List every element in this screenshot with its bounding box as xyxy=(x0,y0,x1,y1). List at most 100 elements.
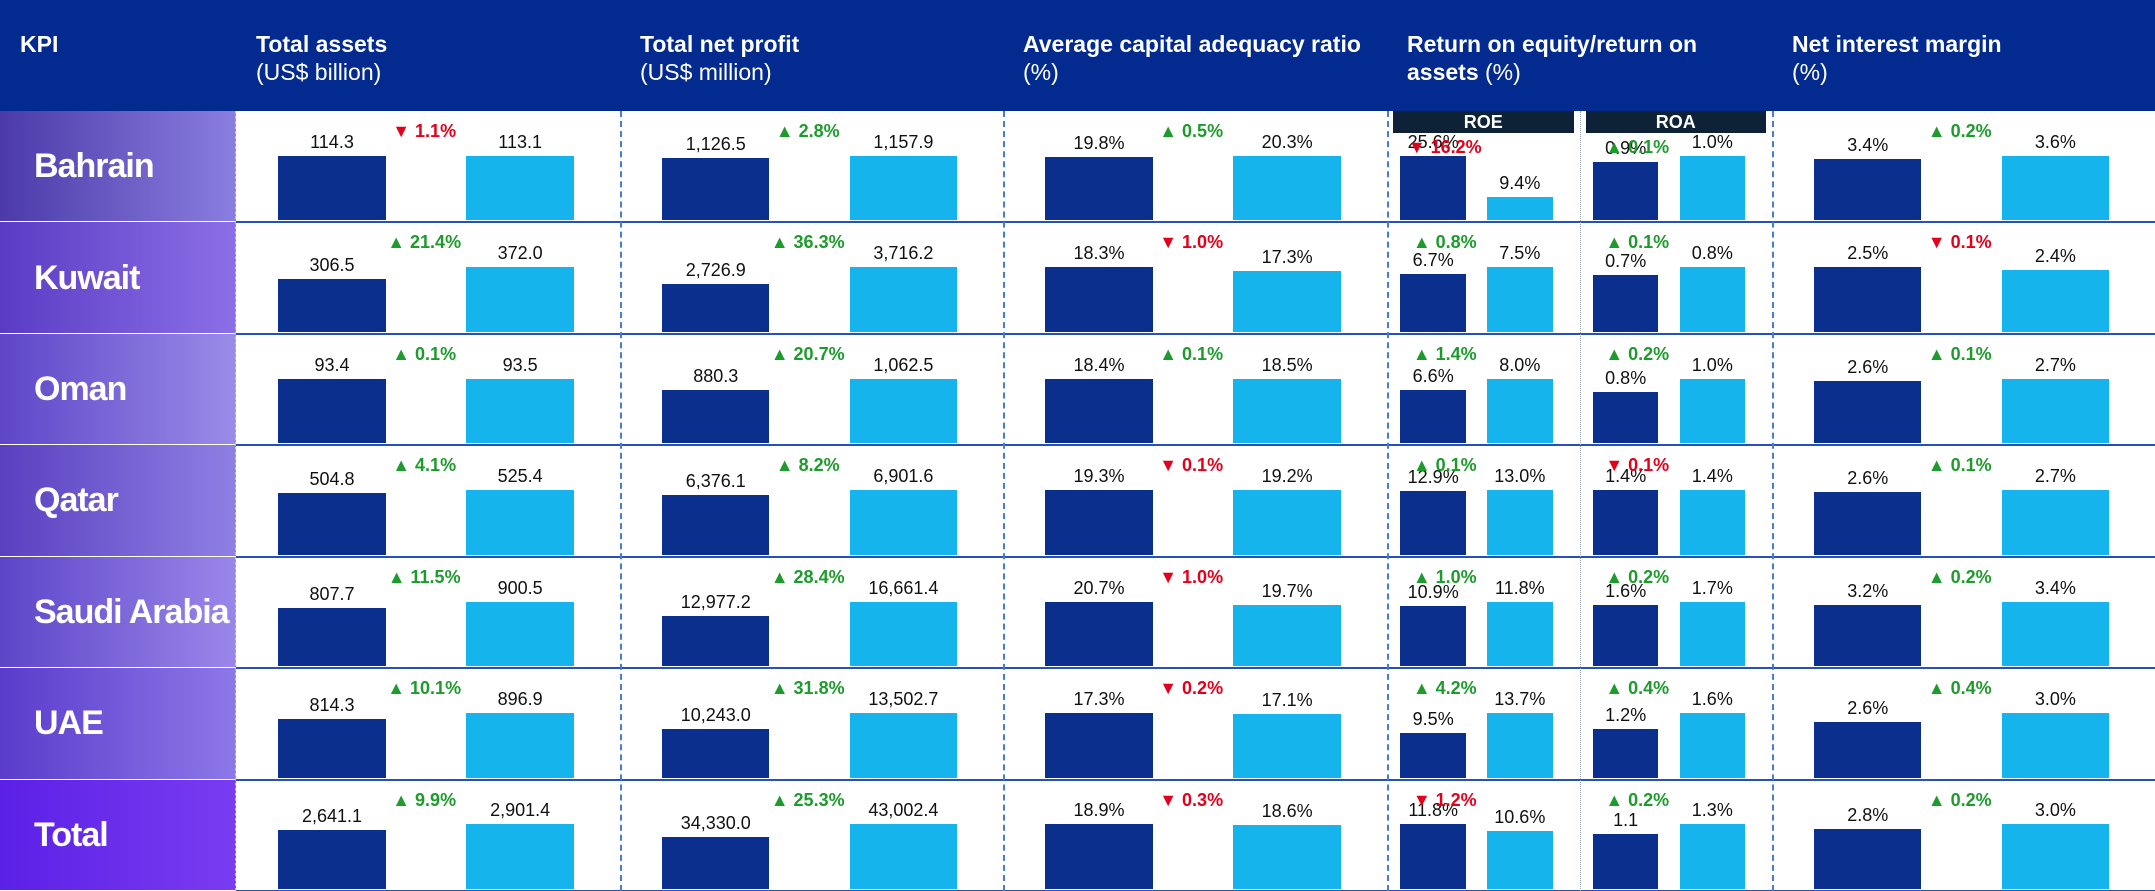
bar xyxy=(850,156,957,221)
column-title: Total assets xyxy=(256,31,387,57)
change-text: 0.1% xyxy=(415,344,456,364)
change-text: 0.3% xyxy=(1182,790,1223,810)
bar xyxy=(1487,713,1552,778)
change-label: ▲ 0.1% xyxy=(1387,455,1503,476)
change-text: 0.2% xyxy=(1628,344,1669,364)
change-arrow: ▼ xyxy=(1159,567,1182,587)
change-label: ▲ 0.2% xyxy=(1580,567,1696,588)
change-label: ▼ 0.3% xyxy=(1141,790,1241,811)
change-label: ▲ 0.4% xyxy=(1910,678,2010,699)
bar xyxy=(278,493,386,555)
row-separator xyxy=(236,444,2155,446)
bar xyxy=(662,284,769,331)
bar xyxy=(850,602,957,667)
bar xyxy=(1487,267,1552,332)
bar xyxy=(662,616,769,666)
bar xyxy=(1400,606,1465,666)
bar xyxy=(850,824,957,889)
bar xyxy=(1814,722,1921,778)
bar xyxy=(2002,490,2109,555)
column-title: Return on equity/return on assets xyxy=(1407,31,1697,85)
bar xyxy=(1593,834,1658,889)
change-text: 36.3% xyxy=(794,232,845,252)
change-text: 0.2% xyxy=(1951,567,1992,587)
change-arrow: ▲ xyxy=(392,790,415,810)
bar xyxy=(1593,729,1658,777)
change-text: 0.2% xyxy=(1182,678,1223,698)
change-arrow: ▼ xyxy=(1408,137,1431,157)
change-arrow: ▲ xyxy=(776,121,799,141)
bar xyxy=(1045,379,1153,443)
bar xyxy=(1814,605,1921,666)
change-arrow: ▼ xyxy=(392,121,415,141)
value-label: 2,726.9 xyxy=(642,260,789,281)
bar xyxy=(1045,602,1153,667)
change-label: ▲ 2.8% xyxy=(758,121,858,142)
row-label: Oman xyxy=(0,334,236,444)
bar xyxy=(2002,156,2109,221)
change-label: ▼ 0.1% xyxy=(1580,455,1696,476)
bar xyxy=(1487,602,1552,667)
change-label: ▲ 0.1% xyxy=(1141,344,1241,365)
change-label: ▼ 0.1% xyxy=(1141,455,1241,476)
header-cell: Net interest margin (%) xyxy=(1772,0,2155,111)
value-label: 2.6% xyxy=(1794,698,1941,719)
bar xyxy=(1045,713,1153,778)
change-label: ▲ 0.2% xyxy=(1580,790,1696,811)
change-text: 0.2% xyxy=(1628,790,1669,810)
change-label: ▲ 0.1% xyxy=(374,344,474,365)
change-arrow: ▲ xyxy=(1928,344,1951,364)
value-label: 880.3 xyxy=(642,366,789,387)
change-label: ▲ 28.4% xyxy=(758,567,858,588)
value-label: 9.4% xyxy=(1467,173,1572,194)
change-arrow: ▲ xyxy=(1413,678,1436,698)
value-label: 306.5 xyxy=(258,255,406,276)
change-arrow: ▲ xyxy=(1413,344,1436,364)
bar xyxy=(1487,831,1552,889)
change-text: 0.1% xyxy=(1628,137,1669,157)
bar xyxy=(466,824,574,889)
change-text: 0.1% xyxy=(1628,455,1669,475)
bar xyxy=(1680,156,1745,221)
change-text: 0.2% xyxy=(1951,790,1992,810)
change-arrow: ▲ xyxy=(771,344,794,364)
bar xyxy=(1814,267,1921,332)
change-arrow: ▼ xyxy=(1928,232,1951,252)
bar xyxy=(1593,490,1658,555)
bar xyxy=(1593,275,1658,332)
bar xyxy=(1487,197,1552,221)
bar xyxy=(1045,267,1153,332)
change-arrow: ▲ xyxy=(771,790,794,810)
bar xyxy=(1233,379,1341,444)
change-label: ▲ 21.4% xyxy=(374,232,474,253)
bar xyxy=(278,608,386,666)
column-unit: (%) xyxy=(1485,59,1521,85)
bar xyxy=(466,490,574,555)
change-text: 0.1% xyxy=(1951,344,1992,364)
bar xyxy=(662,837,769,889)
change-text: 1.1% xyxy=(415,121,456,141)
row-label: Total xyxy=(0,780,236,890)
change-label: ▼ 1.0% xyxy=(1141,567,1241,588)
change-arrow: ▲ xyxy=(1928,567,1951,587)
change-arrow: ▲ xyxy=(392,344,415,364)
change-arrow: ▼ xyxy=(1159,678,1182,698)
bar xyxy=(850,490,957,555)
bar xyxy=(1814,381,1921,443)
change-arrow: ▼ xyxy=(1159,790,1182,810)
change-arrow: ▲ xyxy=(776,455,799,475)
kpi-dashboard: KPITotal assets (US$ billion)Total net p… xyxy=(0,0,2155,891)
bar xyxy=(850,379,957,444)
bar xyxy=(1233,714,1341,778)
change-label: ▲ 11.5% xyxy=(374,567,474,588)
change-label: ▼ 16.2% xyxy=(1387,137,1503,158)
bar xyxy=(278,830,386,889)
bar xyxy=(1680,379,1745,444)
change-text: 0.4% xyxy=(1951,678,1992,698)
change-arrow: ▲ xyxy=(1605,790,1628,810)
change-text: 20.7% xyxy=(794,344,845,364)
bar xyxy=(662,390,769,444)
column-unit: (%) xyxy=(1792,58,2137,86)
change-text: 0.1% xyxy=(1182,455,1223,475)
change-label: ▼ 1.2% xyxy=(1387,790,1503,811)
